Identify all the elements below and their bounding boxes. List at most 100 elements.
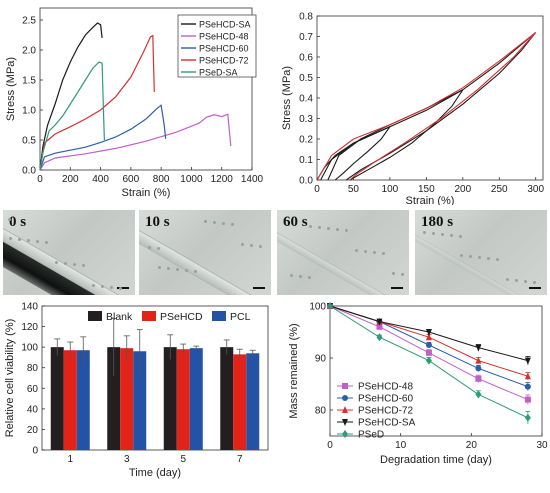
series-line-psehcd-72 <box>329 305 529 377</box>
photo-speck <box>222 222 225 225</box>
legend-label: PSeD-SA <box>199 68 238 78</box>
cyclic-loading-chart: 0 50 100 150 200 250 300 0.0 0.1 0.2 0.3 0.4 0.5 0.6 0… <box>281 12 544 206</box>
photo-speck <box>27 239 30 242</box>
x-axis-label: Degradation time (day) <box>380 454 492 466</box>
photo-speck <box>478 256 481 259</box>
photo-speck <box>36 240 39 243</box>
photo-speck <box>308 276 311 279</box>
photo-speck <box>241 243 244 246</box>
photo-speck <box>204 220 207 223</box>
x-tick-label: 10 <box>395 440 407 451</box>
photo-speck <box>45 241 48 244</box>
scale-bar <box>117 287 129 289</box>
photo-speck <box>382 252 385 255</box>
photo-speck <box>506 278 509 281</box>
legend-label: PSeHCD-48 <box>358 382 413 393</box>
data-point-psed <box>425 356 432 365</box>
bar-blank <box>107 347 121 450</box>
x-tick-label: 200 <box>62 174 79 185</box>
y-tick-label: 120 <box>21 322 38 333</box>
legend-swatch <box>142 311 156 321</box>
bar-blank <box>220 347 234 450</box>
legend-label: PSeHCD-48 <box>199 32 249 42</box>
y-tick-label: 0.0 <box>22 166 36 177</box>
bar-blank <box>163 347 177 450</box>
y-tick-label: 40 <box>27 404 39 415</box>
x-tick-label: 0 <box>37 174 43 185</box>
bar-psehcd <box>120 348 134 450</box>
x-axis-label: Time (day) <box>129 467 181 479</box>
x-tick-label: 50 <box>348 184 360 195</box>
y-axis-label: Stress (MPa) <box>281 66 293 130</box>
cycle-loop-0 <box>316 125 392 181</box>
photo-speck <box>119 287 122 290</box>
photo-speck <box>167 267 170 270</box>
bar-pcl <box>246 353 260 450</box>
legend-label: PSeHCD-60 <box>358 394 413 405</box>
scratch-healing <box>139 226 271 295</box>
data-point-psed <box>376 333 383 342</box>
data-point-psed <box>327 302 333 310</box>
photo-speck <box>231 223 234 226</box>
photo-time-label: 180 s <box>421 214 454 230</box>
bar-pcl <box>133 351 147 450</box>
legend-marker <box>342 406 348 413</box>
photo-speck <box>373 251 376 254</box>
photo-speck <box>496 258 499 261</box>
legend-label: PSeHCD-SA <box>358 418 416 429</box>
y-tick-label: 0.5 <box>22 136 36 147</box>
photo-speck <box>82 264 85 267</box>
photo-speck <box>318 226 321 229</box>
photo-time-label: 60 s <box>283 214 308 230</box>
x-tick-label: 100 <box>382 184 399 195</box>
data-point-psehcd-48 <box>524 396 531 403</box>
legend-label: PSeHCD-72 <box>199 56 249 66</box>
y-tick-label: 90 <box>315 354 327 365</box>
data-point-psehcd-48 <box>475 375 482 382</box>
y-tick-label: 100 <box>21 343 38 354</box>
x-tick-label: 250 <box>491 184 508 195</box>
data-point-psed <box>475 390 482 399</box>
photo-time-label: 0 s <box>9 214 27 230</box>
legend-label: PCL <box>230 311 251 323</box>
x-axis-label: Strain (%) <box>122 187 171 199</box>
plot-frame <box>316 15 544 181</box>
x-tick-label: 1200 <box>211 174 234 185</box>
photo-speck <box>423 231 426 234</box>
series-line-psehcd-sa <box>39 22 103 171</box>
photo-speck <box>55 261 58 264</box>
plot-frame <box>41 305 269 451</box>
legend-label: PSeHCD-60 <box>199 44 249 54</box>
x-tick-label: 0 <box>314 184 320 195</box>
plot-frame <box>329 305 543 437</box>
legend-label: PSeD <box>358 430 384 441</box>
photo-speck <box>158 266 161 269</box>
y-tick-label: 0 <box>32 446 38 457</box>
cell-viability-chart: 0 20 40 60 80 100 120 140 1 3 5 7 Time (day) Relative… <box>4 302 269 479</box>
x-tick-label: 1000 <box>180 174 203 185</box>
y-axis-label: Mass remained (%) <box>288 323 300 418</box>
bar-psehcd <box>233 354 247 450</box>
x-tick-label: 0 <box>327 440 333 451</box>
photo-speck <box>259 245 262 248</box>
data-point-psehcd-48 <box>376 323 383 330</box>
degradation-chart: 0 10 20 30 80 90 100 Degradation time (day) Mass… <box>288 302 548 467</box>
photo-time-label: 10 s <box>145 214 170 230</box>
y-tick-label: 0.0 <box>299 176 313 187</box>
photo-speck <box>290 274 293 277</box>
healing-photo-0s: 0 s <box>3 210 135 295</box>
photo-speck <box>309 225 312 228</box>
y-axis-label: Relative cell viability (%) <box>4 319 16 438</box>
cyclic-plot: 0 50 100 150 200 250 300 0.0 0.1 0.2 0.3 0.4 0.5 0.6 0… <box>281 12 544 206</box>
y-tick-label: 0.4 <box>299 94 313 105</box>
bar-pcl <box>76 350 90 450</box>
photo-speck <box>515 279 518 282</box>
photo-speck <box>460 254 463 257</box>
photo-speck <box>18 238 21 241</box>
photo-speck <box>345 229 348 232</box>
data-point-psed <box>524 413 531 422</box>
photo-speck <box>101 285 104 288</box>
y-tick-label: 100 <box>309 302 326 313</box>
photo-speck <box>524 280 527 283</box>
bar-psehcd <box>176 349 190 450</box>
